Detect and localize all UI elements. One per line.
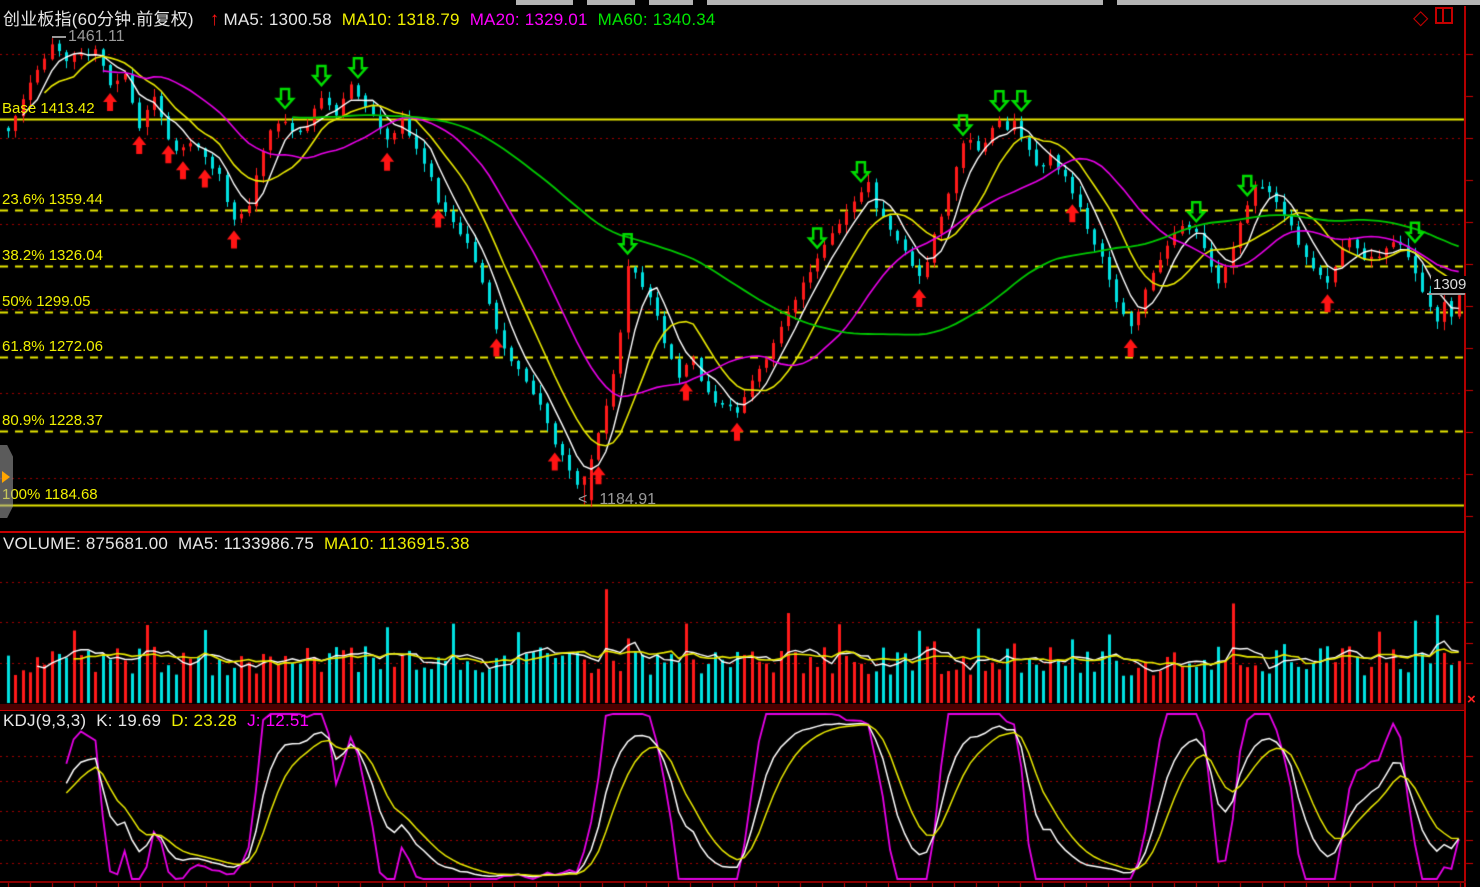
fib-level-label: 80.9% 1228.37 (2, 412, 103, 430)
ma20-readout: MA20: 1329.01 (469, 10, 588, 29)
scrollbar-notch (693, 0, 707, 5)
scrollbar-notch (573, 0, 587, 5)
main-chart-header: 创业板指(60分钟.前复权) ↑ MA5: 1300.58 MA10: 1318.79… (3, 5, 726, 31)
scrollbar-notch (635, 0, 649, 5)
kdj-k-readout: K: 19.69 (96, 711, 162, 730)
period-high-label: 1461.11 (52, 28, 125, 46)
kdj-name: KDJ(9,3,3) (3, 711, 87, 730)
ma5-readout: MA5: 1300.58 (223, 10, 332, 29)
volume-ma5-readout: MA5: 1133986.75 (178, 534, 315, 553)
low-marker-icon: < (578, 491, 588, 508)
volume-readout: VOLUME: 875681.00 (3, 534, 169, 553)
diamond-icon[interactable]: ◇ (1413, 7, 1429, 29)
volume-header: VOLUME: 875681.00 MA5: 1133986.75 MA10: 11… (3, 534, 480, 554)
layout-icon[interactable] (1435, 7, 1454, 24)
kdj-j-readout: J: 12.51 (247, 711, 310, 730)
chart-bottom-border (0, 881, 1466, 883)
chart-right-border (1464, 6, 1466, 887)
sidebar-expand-arrow-icon[interactable] (2, 471, 10, 483)
scrollbar-notch (1103, 0, 1117, 5)
fib-level-label: 23.6% 1359.44 (2, 190, 103, 208)
kdj-d-readout: D: 23.28 (171, 711, 238, 730)
volume-kdj-separator-line (0, 710, 1466, 711)
last-price-label: 1309 (1431, 276, 1469, 293)
top-scrollbar[interactable] (516, 0, 1480, 5)
layout-icon-bar (1442, 9, 1445, 22)
fib-level-label: 61.8% 1272.06 (2, 338, 103, 356)
main-volume-separator (0, 531, 1466, 533)
up-arrow-icon: ↑ (209, 9, 220, 30)
ma60-readout: MA60: 1340.34 (597, 10, 716, 29)
fib-level-label: 50% 1299.05 (2, 292, 91, 310)
fib-level-label: Base 1413.42 (2, 99, 95, 117)
volume-kdj-separator-band (0, 704, 1466, 710)
last-price-marker-line (1427, 293, 1465, 295)
corner-toolbar: ◇ (1413, 5, 1454, 30)
kdj-header: KDJ(9,3,3) K: 19.69 D: 23.28 J: 12.51 (3, 711, 319, 731)
ma10-readout: MA10: 1318.79 (341, 10, 460, 29)
close-indicator-button[interactable]: × (1467, 691, 1476, 708)
fib-level-label: 38.2% 1326.04 (2, 247, 103, 265)
period-low-label: <1184.91 (578, 491, 656, 508)
fib-level-label: 100% 1184.68 (2, 486, 98, 503)
chart-title: 创业板指(60分钟.前复权) (3, 10, 194, 29)
high-marker-icon (52, 35, 66, 38)
volume-ma10-readout: MA10: 1136915.38 (324, 534, 470, 553)
